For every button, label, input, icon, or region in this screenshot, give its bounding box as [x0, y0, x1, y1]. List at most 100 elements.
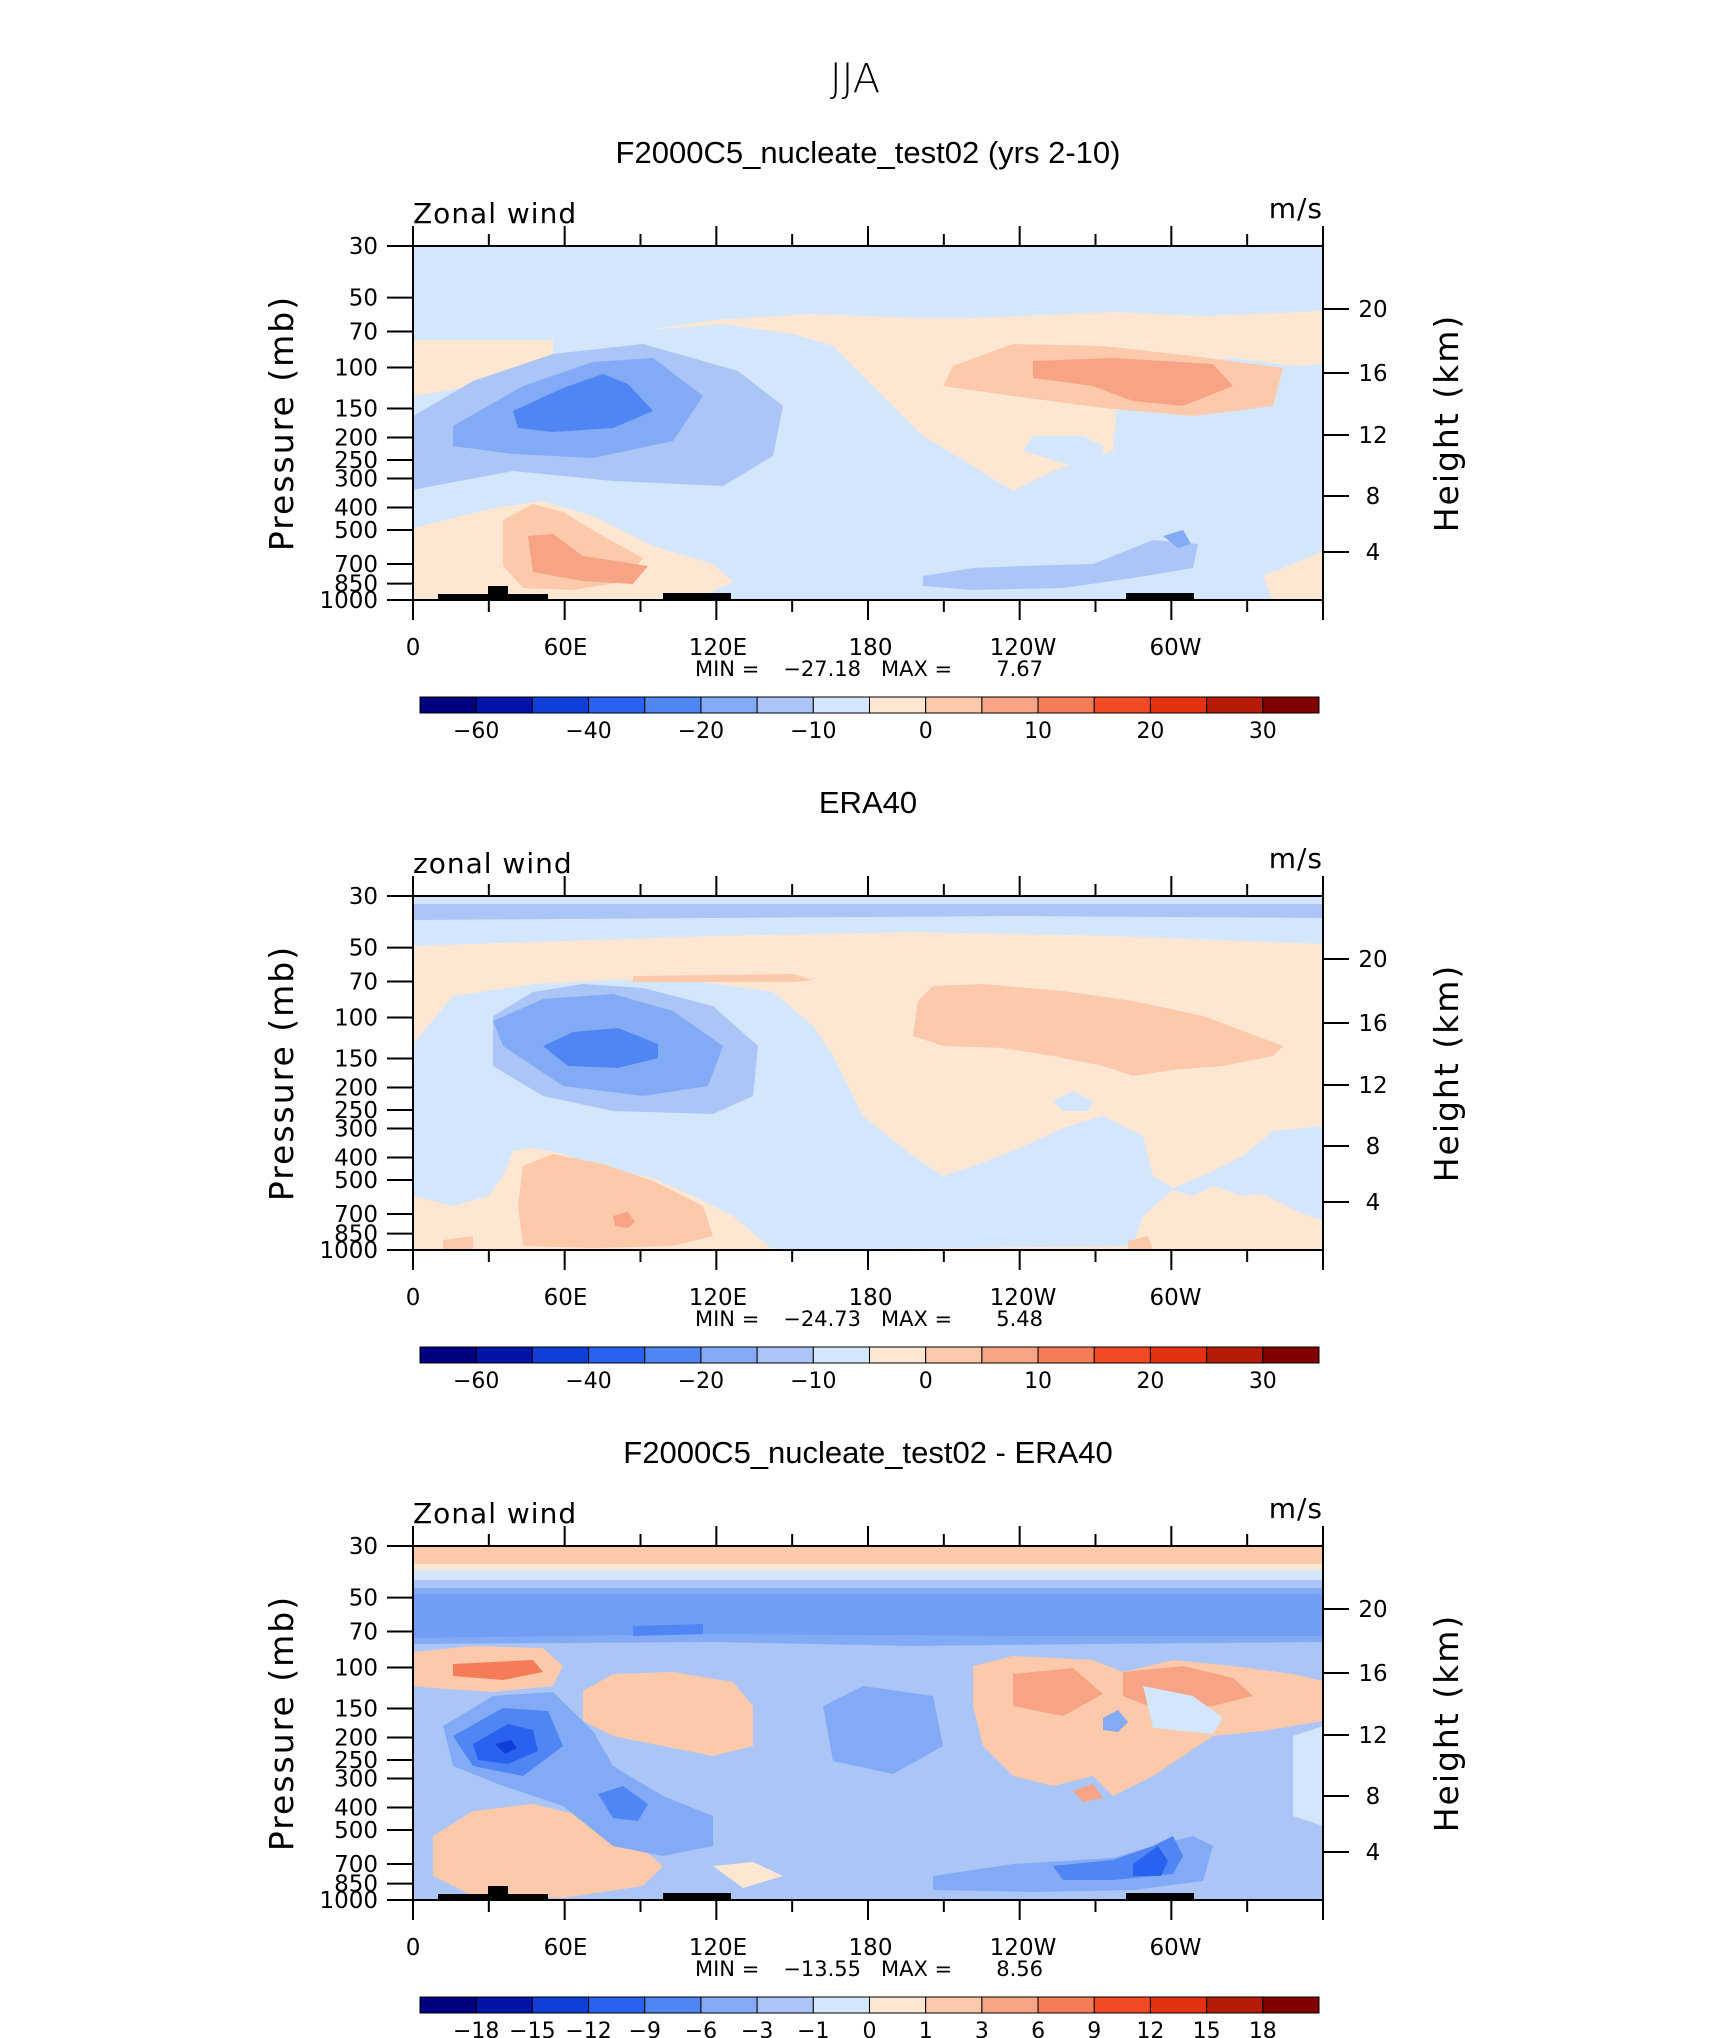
max-label: MAX = — [881, 657, 952, 681]
height-tick-label: 8 — [1366, 1134, 1381, 1160]
contour-fill-positive — [453, 1660, 543, 1680]
colorbar-swatch — [869, 1346, 927, 1364]
orography — [488, 1886, 508, 1900]
orography — [663, 1893, 731, 1900]
tick-marks — [387, 1526, 1349, 1920]
colorbar-swatch — [756, 1346, 814, 1364]
contour-field — [413, 896, 1323, 1250]
contour-fill-negative — [923, 540, 1198, 590]
colorbar-swatch — [981, 696, 1039, 714]
pressure-tick-label: 100 — [334, 1006, 378, 1032]
longitude-tick-label: 180 — [849, 1935, 893, 1961]
height-tick-label: 12 — [1358, 1073, 1387, 1099]
colorbar-swatch — [1149, 1996, 1208, 2014]
colorbar-swatch — [981, 1996, 1039, 2014]
colorbar-swatch — [1149, 1346, 1208, 1364]
panel-title: F2000C5_nucleate_test02 (yrs 2-10) — [616, 135, 1121, 170]
y-axis-label-right: Height (km) — [1427, 1614, 1466, 1833]
pressure-tick-label: 700 — [334, 1202, 378, 1228]
colorbar-label: −40 — [565, 1369, 611, 1394]
colorbar-swatch — [812, 1996, 870, 2014]
pressure-tick-label: 500 — [334, 1168, 378, 1194]
colorbar-label: −40 — [565, 719, 611, 744]
colorbar-swatch — [531, 696, 590, 714]
longitude-tick-label: 60W — [1149, 635, 1201, 661]
colorbar-swatch — [475, 1996, 533, 2014]
contour-fill-negative — [1023, 436, 1103, 466]
pressure-tick-label: 850 — [334, 1222, 378, 1248]
pressure-axis: 30 50 70 100 150 200 250 300 400 500 700… — [319, 1534, 378, 1914]
variable-label: zonal wind — [413, 847, 573, 880]
colorbar-swatch — [700, 1996, 758, 2014]
contour-fill-negative — [1053, 1091, 1093, 1111]
colorbar-label: 10 — [1024, 1369, 1052, 1394]
variable-label: Zonal wind — [413, 197, 577, 230]
contour-fill-positive — [713, 1862, 783, 1888]
pressure-tick-label: 30 — [349, 884, 378, 910]
pressure-tick-label: 1000 — [319, 1238, 378, 1264]
contour-fill-negative — [823, 1686, 943, 1774]
colorbar-swatch — [1093, 696, 1151, 714]
colorbar-swatch — [1149, 696, 1208, 714]
colorbar — [419, 1996, 1320, 2014]
figure-title: JJA — [830, 56, 880, 102]
orography — [663, 593, 731, 600]
orography — [488, 586, 508, 600]
y-axis-label: Pressure (mb) — [262, 295, 301, 551]
contour-fill-neutral — [413, 1564, 1323, 1570]
min-label: MIN = — [695, 1957, 759, 1981]
contour-fill-negative — [1143, 1686, 1223, 1734]
longitude-tick-label: 60E — [544, 1935, 588, 1961]
longitude-tick-label: 60W — [1149, 1935, 1201, 1961]
pressure-tick-label: 1000 — [319, 588, 378, 614]
colorbar-swatch — [1037, 696, 1095, 714]
colorbar-swatch — [1262, 696, 1320, 714]
colorbar-labels: −60 −40 −20 −10 0 10 20 30 — [453, 719, 1277, 744]
contour-fill-negative — [633, 1624, 703, 1636]
panel-title: F2000C5_nucleate_test02 - ERA40 — [623, 1435, 1112, 1470]
colorbar-label: 0 — [919, 719, 933, 744]
colorbar-swatch — [812, 1346, 870, 1364]
colorbar-swatch — [700, 1346, 758, 1364]
colorbar-label: −3 — [741, 2019, 773, 2038]
colorbar-label: 6 — [1031, 2019, 1045, 2038]
contour-fill-negative — [1293, 1726, 1323, 1826]
colorbar-label: −12 — [565, 2019, 611, 2038]
colorbar-swatch — [1093, 1996, 1151, 2014]
height-tick-label: 16 — [1358, 361, 1387, 387]
height-tick-label: 20 — [1358, 297, 1387, 323]
contour-fill-negative — [413, 1594, 1323, 1638]
units-label: m/s — [1269, 1492, 1323, 1525]
colorbar-label: 20 — [1136, 719, 1164, 744]
height-axis: 20 16 12 8 4 — [1358, 947, 1387, 1216]
pressure-tick-label: 150 — [334, 1046, 378, 1072]
y-axis-label: Pressure (mb) — [262, 945, 301, 1201]
pressure-tick-label: 100 — [334, 356, 378, 382]
y-axis-label-right: Height (km) — [1427, 314, 1466, 533]
colorbar-label: −9 — [629, 2019, 661, 2038]
panel-era40: ERA40 zonal wind m/s 30 50 70 100 150 — [262, 785, 1466, 1394]
longitude-tick-label: 0 — [406, 635, 421, 661]
y-axis-label: Pressure (mb) — [262, 1595, 301, 1851]
colorbar-label: −1 — [797, 2019, 829, 2038]
pressure-tick-label: 1000 — [319, 1888, 378, 1914]
pressure-tick-label: 700 — [334, 1852, 378, 1878]
colorbar-swatch — [419, 1996, 477, 2014]
pressure-tick-label: 400 — [334, 1795, 378, 1821]
colorbar-swatch — [644, 1996, 702, 2014]
pressure-tick-label: 150 — [334, 396, 378, 422]
height-axis: 20 16 12 8 4 — [1358, 297, 1387, 566]
height-tick-label: 4 — [1366, 1190, 1381, 1216]
longitude-tick-label: 60E — [544, 1285, 588, 1311]
colorbar-swatch — [1093, 1346, 1151, 1364]
longitude-tick-label: 0 — [406, 1285, 421, 1311]
contour-fill-negative — [513, 374, 653, 432]
colorbar-swatch — [1206, 1996, 1264, 2014]
colorbar-swatch — [700, 696, 758, 714]
colorbar-swatch — [419, 1346, 477, 1364]
longitude-tick-label: 60E — [544, 635, 588, 661]
longitude-tick-label: 60W — [1149, 1285, 1201, 1311]
height-tick-label: 8 — [1366, 1784, 1381, 1810]
min-value: −13.55 — [783, 1957, 861, 1981]
longitude-tick-label: 120W — [990, 1935, 1057, 1961]
